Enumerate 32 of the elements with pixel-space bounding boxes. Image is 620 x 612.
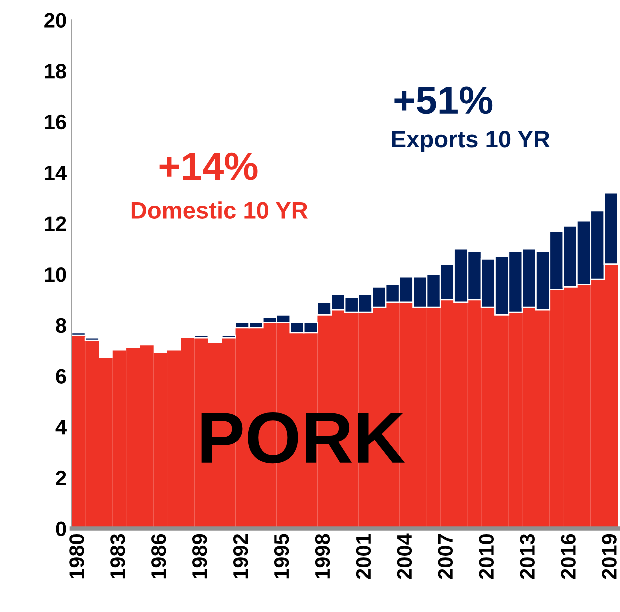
y-tick-label: 18 <box>45 64 66 79</box>
y-tick-label: 16 <box>45 114 66 130</box>
y-tick-label: 2 <box>56 470 66 486</box>
y-tick-label: 12 <box>45 216 66 232</box>
y-tick-label: 10 <box>45 267 66 282</box>
y-tick-label: 8 <box>56 318 66 334</box>
bar <box>194 334 210 339</box>
x-tick-label: 2016 <box>561 534 576 580</box>
y-tick-label: 14 <box>45 166 67 180</box>
x-tick-label: 1992 <box>233 534 248 579</box>
y-tick-label: 6 <box>56 369 66 384</box>
annotation: PORK <box>202 412 405 464</box>
x-tick-label: 2013 <box>520 534 535 580</box>
bar <box>221 334 236 339</box>
y-tick-label: 4 <box>56 420 67 435</box>
annotation: Exports 10 YR <box>392 131 550 152</box>
y-tick-label: 0 <box>56 522 66 537</box>
annotation: +14% <box>160 152 258 180</box>
x-tick-label: 2007 <box>438 534 454 580</box>
x-tick-label: 2004 <box>397 534 412 580</box>
x-tick-label: 2019 <box>602 534 617 580</box>
x-tick-label: 1989 <box>192 534 208 579</box>
x-tick-label: 1995 <box>274 534 290 579</box>
x-tick-label: 2010 <box>479 534 494 580</box>
y-tick-label: 20 <box>44 13 66 28</box>
x-tick-label: 1998 <box>315 534 330 579</box>
annotation: Domestic 10 YR <box>132 202 308 219</box>
x-tick-label: 2001 <box>356 534 372 580</box>
annotation: +51% <box>394 86 493 114</box>
x-tick-label: 1986 <box>152 534 166 579</box>
x-tick-label: 1983 <box>110 534 126 579</box>
x-tick-label: 1980 <box>70 534 84 579</box>
